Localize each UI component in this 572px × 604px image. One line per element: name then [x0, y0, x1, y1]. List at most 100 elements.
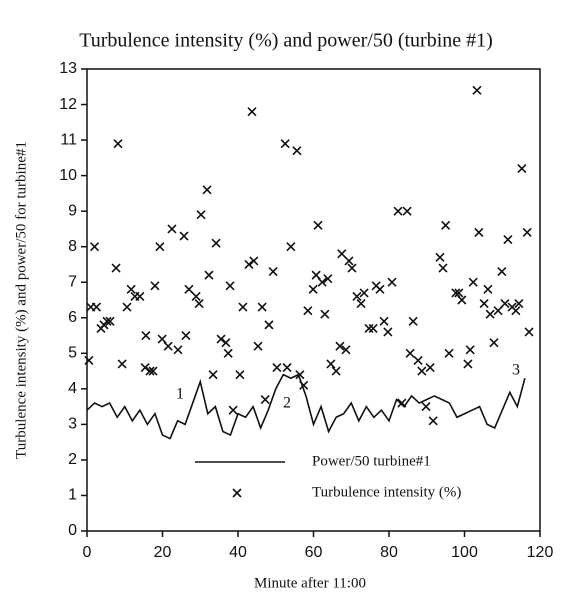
scatter-point [223, 348, 233, 358]
scatter-point [413, 355, 423, 365]
scatter-point [425, 362, 435, 373]
y-tick-label: 3 [68, 416, 77, 433]
scatter-point [179, 231, 189, 241]
scatter-point [417, 366, 427, 376]
legend-label: Turbulence intensity (%) [312, 484, 461, 500]
scatter-point [268, 267, 278, 277]
x-tick-label: 40 [229, 544, 247, 561]
scatter-point [479, 298, 489, 309]
scatter-point [454, 288, 464, 298]
y-tick-label: 13 [59, 60, 77, 77]
scatter-point [173, 345, 183, 355]
scatter-point [313, 220, 323, 230]
scatter-point [514, 298, 524, 309]
scatter-point [111, 263, 121, 273]
y-tick-label: 7 [68, 273, 77, 290]
scatter-point [196, 210, 206, 220]
scatter-point [260, 394, 270, 405]
scatter-point [145, 366, 155, 376]
scatter-point [211, 238, 221, 248]
scatter-point [402, 206, 412, 216]
scatter-point [511, 306, 521, 316]
scatter-point [228, 405, 238, 415]
scatter-point [341, 345, 351, 355]
scatter-point [282, 362, 292, 373]
scatter-point [522, 227, 532, 238]
scatter-point [352, 291, 362, 302]
scatter-point [359, 288, 369, 298]
scatter-point [485, 309, 495, 319]
scatter-point [441, 220, 451, 230]
scatter-point [320, 309, 330, 319]
y-tick-label: 10 [59, 167, 77, 184]
scatter-point [444, 348, 454, 358]
annotation: 2 [283, 395, 291, 412]
scatter-point [421, 402, 431, 412]
power-line [86, 373, 526, 440]
scatter-point [249, 256, 259, 266]
x-tick-label: 60 [305, 544, 323, 561]
scatter-point [337, 249, 347, 259]
y-tick-label: 12 [59, 96, 77, 113]
scatter-point [244, 259, 254, 270]
scatter-point [148, 366, 158, 376]
x-tick-label: 80 [380, 544, 398, 561]
x-tick-label: 120 [527, 544, 554, 561]
scatter-point [375, 284, 385, 294]
scatter-point [517, 163, 527, 174]
y-tick-label: 9 [68, 202, 77, 219]
scatter-point [500, 298, 510, 309]
scatter-point [113, 139, 123, 149]
scatter-point [105, 316, 115, 326]
scatter-point [167, 224, 177, 234]
x-tick-label: 100 [451, 544, 478, 561]
scatter-point [295, 370, 305, 380]
scatter-point [435, 252, 445, 262]
scatter-point [238, 302, 248, 312]
scatter-point [387, 277, 397, 287]
scatter-point [184, 284, 194, 294]
scatter-point [524, 327, 534, 337]
scatter-point [428, 416, 438, 426]
scatter-point [84, 355, 94, 365]
scatter-point [468, 277, 478, 287]
scatter-point [457, 295, 467, 305]
scatter-point [102, 316, 112, 326]
scatter-point [126, 284, 136, 294]
scatter-point [503, 235, 513, 245]
chart-title: Turbulence intensity (%) and power/50 (t… [79, 30, 493, 52]
y-tick-label: 0 [68, 522, 77, 539]
y-tick-label: 4 [68, 380, 77, 397]
scatter-point [117, 359, 127, 369]
legend-marker [232, 488, 242, 498]
x-tick-label: 0 [83, 544, 92, 561]
scatter-point [181, 330, 191, 341]
scatter-point [204, 270, 214, 280]
scatter-point [91, 302, 102, 312]
scatter-point [463, 359, 473, 369]
scatter-point [483, 284, 493, 294]
scatter-point [489, 338, 499, 348]
scatter-point [323, 274, 333, 284]
x-tick-label: 20 [154, 544, 172, 561]
y-tick-label: 6 [68, 309, 77, 326]
scatter-point [264, 320, 274, 330]
x-axis-label: Minute after 11:00 [254, 575, 366, 591]
scatter-point [191, 291, 201, 302]
scatter-point [308, 284, 318, 294]
scatter-point [163, 341, 173, 351]
scatter-point [368, 323, 378, 333]
scatter-point [225, 281, 235, 291]
scatter-point [344, 256, 354, 266]
y-tick-label: 1 [68, 487, 77, 504]
scatter-point [356, 298, 366, 309]
scatter-point [286, 242, 296, 252]
y-axis-label: Turbulence intensity (%) and power/50 fo… [13, 141, 29, 459]
y-tick-label: 5 [68, 345, 77, 362]
y-tick-label: 8 [68, 238, 77, 255]
scatter-point [122, 302, 132, 312]
scatter-point [257, 302, 267, 312]
scatter-point [474, 227, 484, 238]
scatter-point [326, 359, 336, 369]
